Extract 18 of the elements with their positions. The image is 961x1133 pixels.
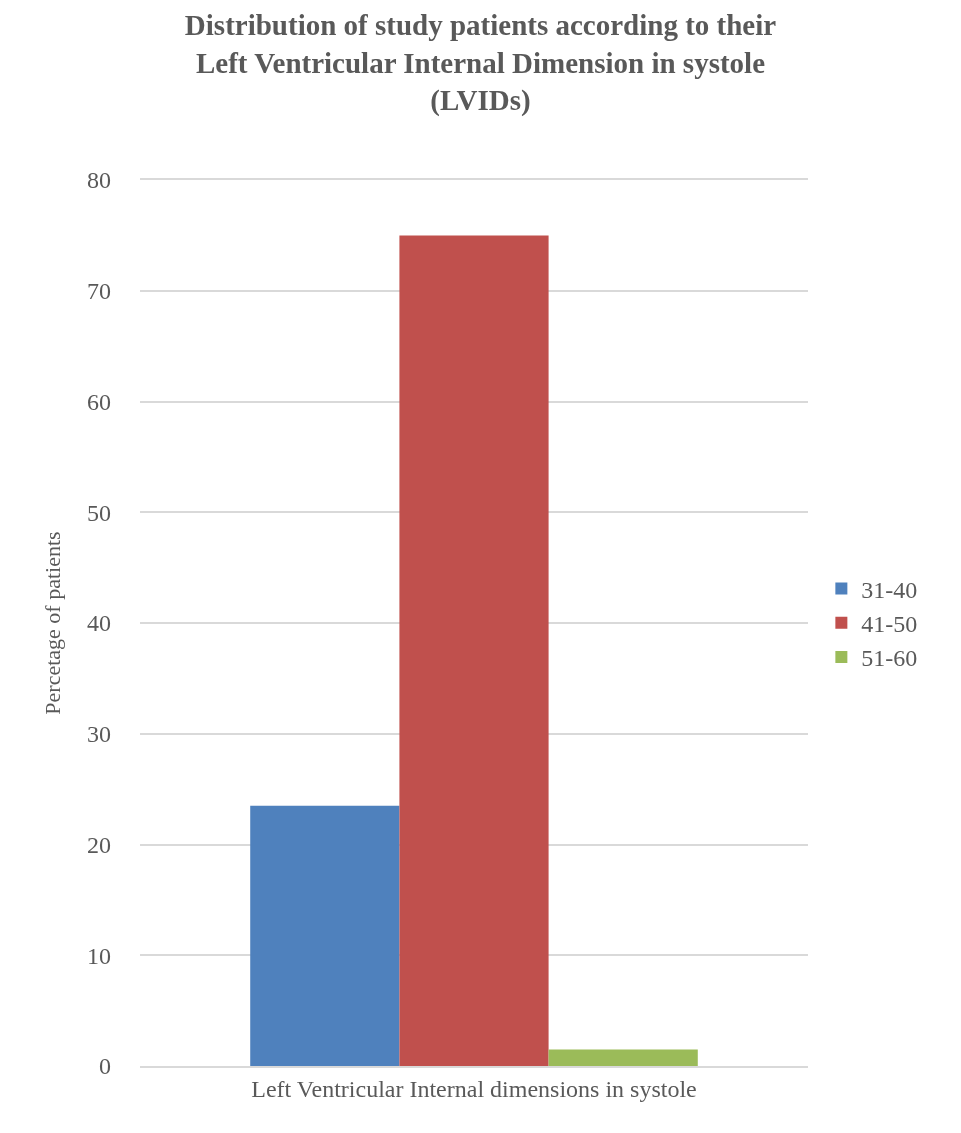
- chart-title: Distribution of study patients according to their Left Ventricular Internal Dimension in systole (LVIDs): [184, 8, 777, 118]
- y-tick-label: 80: [87, 167, 111, 194]
- legend-label: 31-40: [861, 576, 918, 603]
- y-tick-label: 50: [87, 499, 111, 526]
- y-tick-label: 60: [87, 388, 111, 415]
- y-axis-title: Percetage of patients: [39, 531, 65, 715]
- y-tick-label: 0: [99, 1053, 111, 1080]
- bar: [250, 805, 400, 1066]
- x-tick-label: Left Ventricular Internal dimensions in systole: [251, 1075, 697, 1102]
- legend-label: 51-60: [861, 645, 918, 672]
- bar: [399, 235, 549, 1066]
- legend-label: 41-50: [861, 611, 918, 638]
- y-tick-label: 10: [87, 942, 111, 969]
- y-tick-label: 40: [87, 610, 111, 637]
- y-tick-label: 20: [87, 831, 111, 858]
- bar: [548, 1049, 698, 1066]
- y-tick-label: 70: [87, 278, 111, 305]
- y-tick-label: 30: [87, 721, 111, 748]
